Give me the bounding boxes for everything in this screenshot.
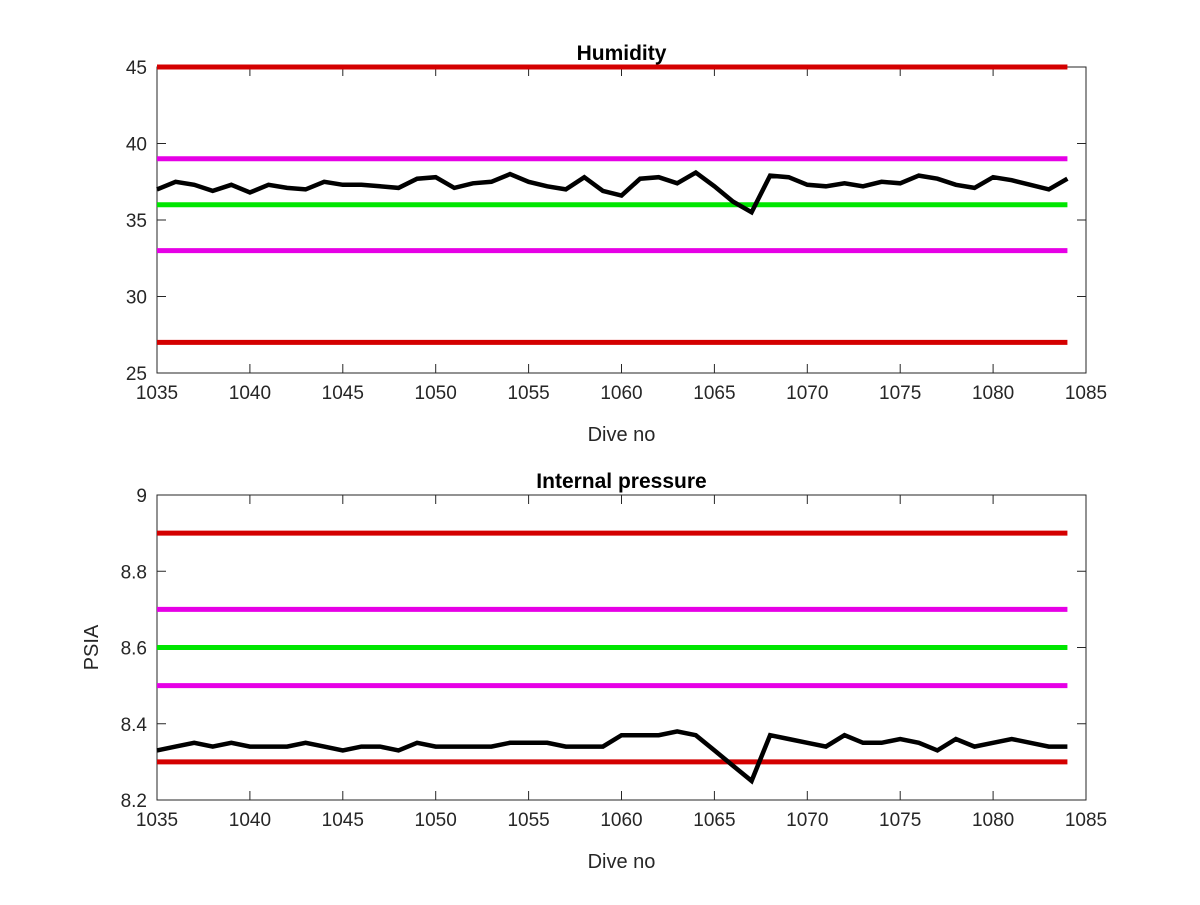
x-tick-label: 1075 [879,810,921,831]
x-tick-label: 1070 [786,383,828,404]
y-tick-label: 8.8 [121,562,147,583]
x-tick-label: 1050 [415,383,457,404]
y-tick-label: 8.2 [121,791,147,812]
x-tick-label: 1045 [322,810,364,831]
x-tick-label: 1040 [229,810,271,831]
x-tick-label: 1085 [1065,810,1107,831]
x-tick-label: 1040 [229,383,271,404]
x-tick-label: 1035 [136,810,178,831]
x-tick-label: 1035 [136,383,178,404]
chart-title: Humidity [577,42,667,65]
y-tick-label: 45 [126,58,147,79]
x-tick-label: 1065 [693,810,735,831]
x-tick-label: 1060 [600,810,642,831]
x-tick-label: 1050 [415,810,457,831]
x-tick-label: 1055 [507,383,549,404]
x-axis-label: Dive no [588,851,656,873]
x-tick-label: 1080 [972,383,1014,404]
x-tick-label: 1085 [1065,383,1107,404]
x-axis-label: Dive no [588,424,656,446]
x-tick-label: 1075 [879,383,921,404]
y-axis-label: PSIA [81,624,103,670]
x-tick-label: 1045 [322,383,364,404]
y-tick-label: 9 [136,486,147,507]
x-tick-label: 1080 [972,810,1014,831]
chart-panel-1: 1035 1040 1045 1050 1055 1060 1065 1070 1075 1080… [126,42,1107,446]
x-tick-label: 1060 [600,383,642,404]
x-tick-label: 1070 [786,810,828,831]
y-tick-label: 8.4 [121,715,148,736]
data-series-line [156,729,1068,785]
chart-panel-2: 1035 1040 1045 1050 1055 1060 1065 1070 1075 1080… [81,470,1107,873]
chart-title: Internal pressure [536,470,706,493]
data-series-line [156,169,1069,216]
y-tick-label: 40 [126,135,147,156]
x-tick-label: 1055 [507,810,549,831]
plot-area [156,66,1087,374]
y-tick-label: 8.6 [121,639,147,660]
y-tick-label: 35 [126,211,147,232]
y-tick-label: 30 [126,288,147,309]
x-tick-label: 1065 [693,383,735,404]
y-tick-label: 25 [126,364,147,385]
